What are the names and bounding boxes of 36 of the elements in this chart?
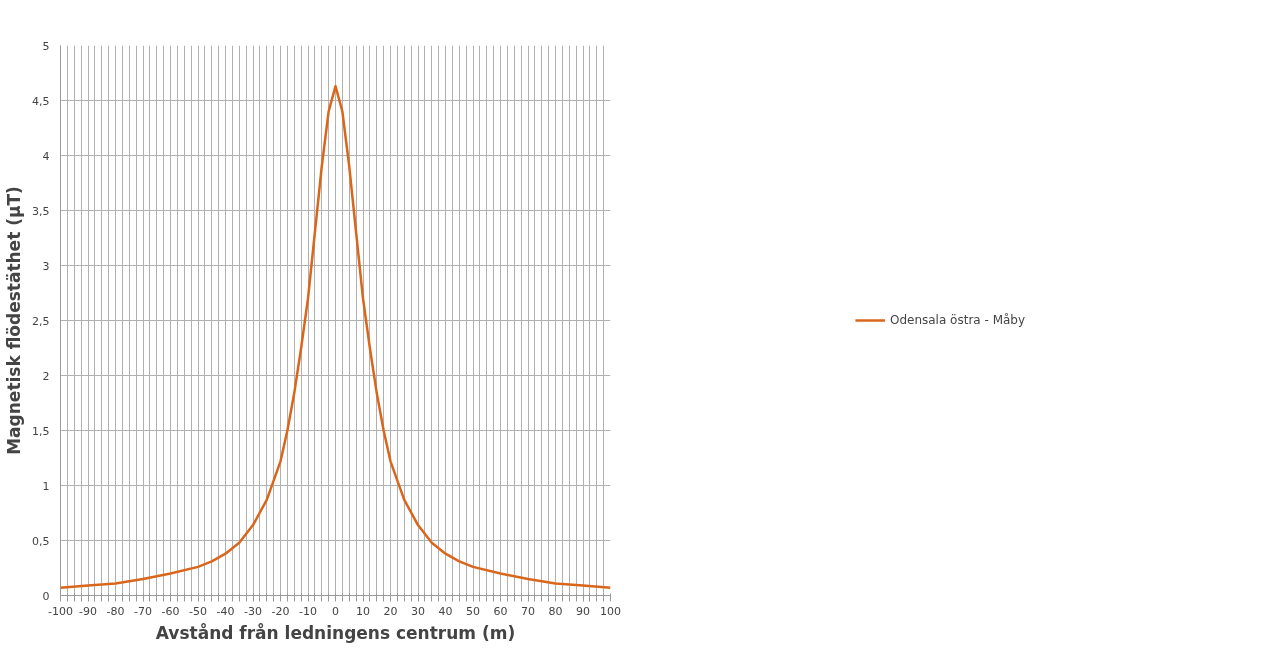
x-tick-label: -70 bbox=[134, 604, 152, 618]
x-tick-label: -30 bbox=[244, 604, 262, 618]
x-tick-label: 90 bbox=[576, 604, 590, 618]
y-tick-label: 2,5 bbox=[32, 314, 50, 328]
x-tick-label: -80 bbox=[106, 604, 125, 618]
y-tick-label: 5 bbox=[42, 39, 50, 53]
x-tick-label: 50 bbox=[466, 604, 480, 618]
x-tick-label: 10 bbox=[356, 604, 370, 618]
x-tick-label: -10 bbox=[299, 604, 317, 618]
x-tick-label: 40 bbox=[438, 604, 453, 618]
x-tick-label: -90 bbox=[79, 604, 97, 618]
x-tick-label: 80 bbox=[548, 604, 563, 618]
x-tick-label: 60 bbox=[493, 604, 508, 618]
y-tick-label: 3 bbox=[42, 259, 50, 273]
x-tick-label: -60 bbox=[161, 604, 180, 618]
x-tick-label: 20 bbox=[383, 604, 398, 618]
x-tick-label: -20 bbox=[271, 604, 290, 618]
x-axis-title: Avstånd från ledningens centrum (m) bbox=[155, 621, 516, 643]
y-tick-label: 1 bbox=[42, 479, 50, 493]
y-tick-label: 4,5 bbox=[32, 94, 50, 108]
x-tick-label: 100 bbox=[600, 604, 621, 618]
x-tick-label: 30 bbox=[411, 604, 425, 618]
x-tick-label: 0 bbox=[332, 604, 339, 618]
x-tick-label: 70 bbox=[521, 604, 535, 618]
x-tick-label: -100 bbox=[48, 604, 73, 618]
y-tick-label: 3,5 bbox=[32, 204, 50, 218]
y-tick-label: 1,5 bbox=[32, 424, 50, 438]
x-tick-label: -50 bbox=[189, 604, 207, 618]
y-tick-label: 2 bbox=[42, 369, 50, 383]
y-tick-label: 4 bbox=[42, 149, 50, 163]
y-axis-title: Magnetisk flödestäthet (µT) bbox=[4, 186, 25, 455]
y-tick-label: 0 bbox=[42, 589, 50, 603]
y-tick-label: 0,5 bbox=[32, 534, 50, 548]
line-series bbox=[60, 84, 611, 590]
x-tick-label: -40 bbox=[216, 604, 235, 618]
legend-label: Odensala östra - Måby bbox=[889, 313, 1026, 327]
